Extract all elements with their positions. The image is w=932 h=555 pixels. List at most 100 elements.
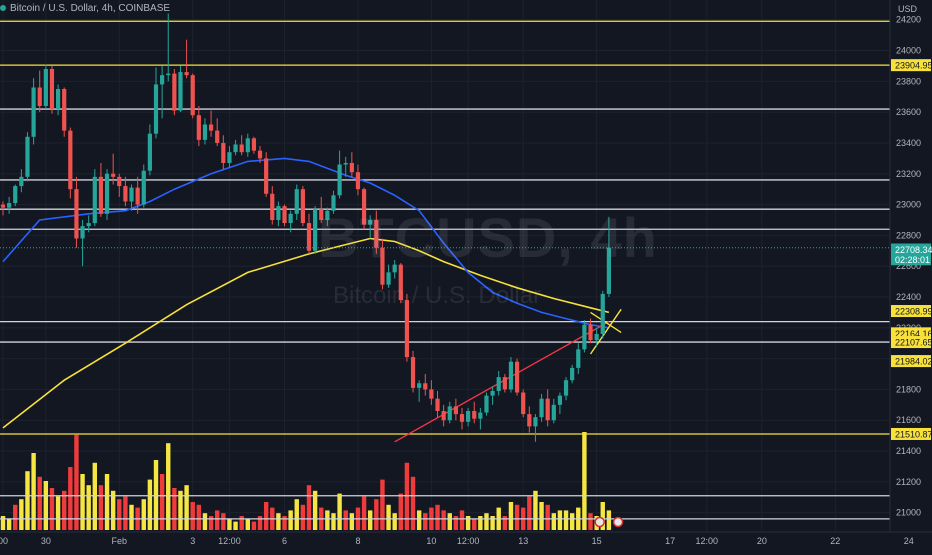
volume-bar bbox=[398, 493, 403, 530]
candle-body bbox=[276, 206, 281, 220]
volume-bar bbox=[447, 513, 452, 530]
candle bbox=[466, 407, 471, 427]
time-tick-label: 17 bbox=[665, 536, 675, 546]
candle-body bbox=[478, 412, 483, 419]
candle-body bbox=[196, 115, 201, 140]
candle bbox=[429, 380, 434, 405]
volume-bar bbox=[13, 504, 18, 530]
candle-body bbox=[313, 209, 318, 251]
price-tag-bg bbox=[891, 336, 931, 349]
candle-body bbox=[398, 264, 403, 301]
volume-bar bbox=[404, 462, 410, 530]
volume-bar bbox=[514, 504, 520, 530]
candle-body bbox=[49, 69, 55, 110]
volume-bar bbox=[208, 516, 214, 530]
candle bbox=[313, 206, 318, 254]
candle bbox=[545, 389, 550, 427]
candle bbox=[398, 263, 403, 304]
volume-bar bbox=[361, 496, 367, 530]
candle-body bbox=[588, 324, 593, 341]
volume-bar bbox=[147, 479, 153, 530]
candle bbox=[288, 210, 293, 233]
candle bbox=[227, 146, 232, 168]
candle-body bbox=[172, 73, 177, 111]
volume-bar bbox=[410, 476, 416, 530]
candle-body bbox=[178, 72, 183, 111]
time-tick-label: 15 bbox=[592, 536, 602, 546]
candle-body bbox=[288, 213, 293, 224]
volume-bar bbox=[31, 453, 36, 530]
price-tick-label: 21600 bbox=[896, 415, 921, 425]
price-tick-label: 23000 bbox=[896, 200, 921, 210]
candle-body bbox=[490, 390, 495, 396]
volume-bar bbox=[588, 513, 593, 530]
candle-body bbox=[257, 150, 263, 159]
candle-body bbox=[600, 293, 605, 334]
price-tick-label: 21400 bbox=[896, 446, 921, 456]
candle-body bbox=[37, 87, 42, 106]
candle bbox=[502, 374, 507, 393]
candle bbox=[557, 392, 563, 415]
candle bbox=[563, 377, 569, 401]
volume-bar bbox=[349, 513, 355, 530]
candle-body bbox=[563, 380, 569, 396]
candle bbox=[551, 398, 556, 424]
candle-body bbox=[447, 406, 452, 421]
event-flag-icon bbox=[594, 516, 605, 528]
volume-bar bbox=[233, 521, 238, 530]
candle bbox=[270, 186, 275, 225]
volume-bar bbox=[172, 488, 177, 530]
candle bbox=[111, 153, 116, 185]
candle bbox=[349, 152, 354, 177]
candle bbox=[208, 110, 214, 137]
candle-body bbox=[282, 206, 287, 224]
candle bbox=[25, 132, 30, 182]
volume-bar bbox=[55, 496, 61, 530]
candle bbox=[147, 124, 152, 176]
candle-body bbox=[514, 361, 520, 393]
candle-body bbox=[19, 176, 24, 187]
volume-bar bbox=[263, 502, 269, 530]
volume-bar bbox=[25, 471, 30, 530]
currency-label[interactable]: USD bbox=[898, 4, 918, 14]
candle bbox=[31, 78, 36, 145]
candle bbox=[160, 65, 165, 119]
volume-bar bbox=[19, 499, 24, 530]
candle bbox=[570, 364, 575, 384]
candle-body bbox=[68, 130, 73, 190]
time-tick-label: 12:00 bbox=[218, 536, 241, 546]
volume-bar bbox=[374, 499, 379, 530]
candle-body bbox=[86, 223, 91, 227]
candle bbox=[196, 105, 201, 147]
volume-bar bbox=[606, 510, 612, 530]
candle bbox=[153, 67, 159, 139]
candle-body bbox=[13, 186, 18, 204]
status-dot-icon bbox=[0, 5, 6, 12]
price-tick-label: 23400 bbox=[896, 138, 921, 148]
candle-body bbox=[270, 193, 275, 220]
candle bbox=[588, 318, 593, 344]
volume-bar bbox=[68, 467, 73, 530]
candle-body bbox=[7, 203, 12, 208]
candle-body bbox=[251, 138, 257, 151]
candle bbox=[257, 146, 263, 163]
time-tick-label: 12:00 bbox=[457, 536, 480, 546]
volume-bar bbox=[117, 499, 122, 530]
trendline bbox=[394, 321, 610, 443]
volume-bar bbox=[98, 485, 104, 530]
time-tick-label: 8 bbox=[355, 536, 360, 546]
candle bbox=[104, 169, 110, 220]
candle-body bbox=[300, 189, 305, 224]
candle bbox=[68, 127, 73, 199]
candle-body bbox=[521, 392, 526, 415]
volume-bar bbox=[153, 460, 159, 530]
time-tick-label: 13 bbox=[518, 536, 528, 546]
volume-bar bbox=[0, 516, 6, 530]
symbol-header[interactable]: Bitcoin / U.S. Dollar, 4h, COINBASE bbox=[0, 3, 170, 14]
volume-bar bbox=[300, 504, 306, 530]
candle bbox=[606, 216, 611, 297]
candle bbox=[331, 190, 336, 214]
